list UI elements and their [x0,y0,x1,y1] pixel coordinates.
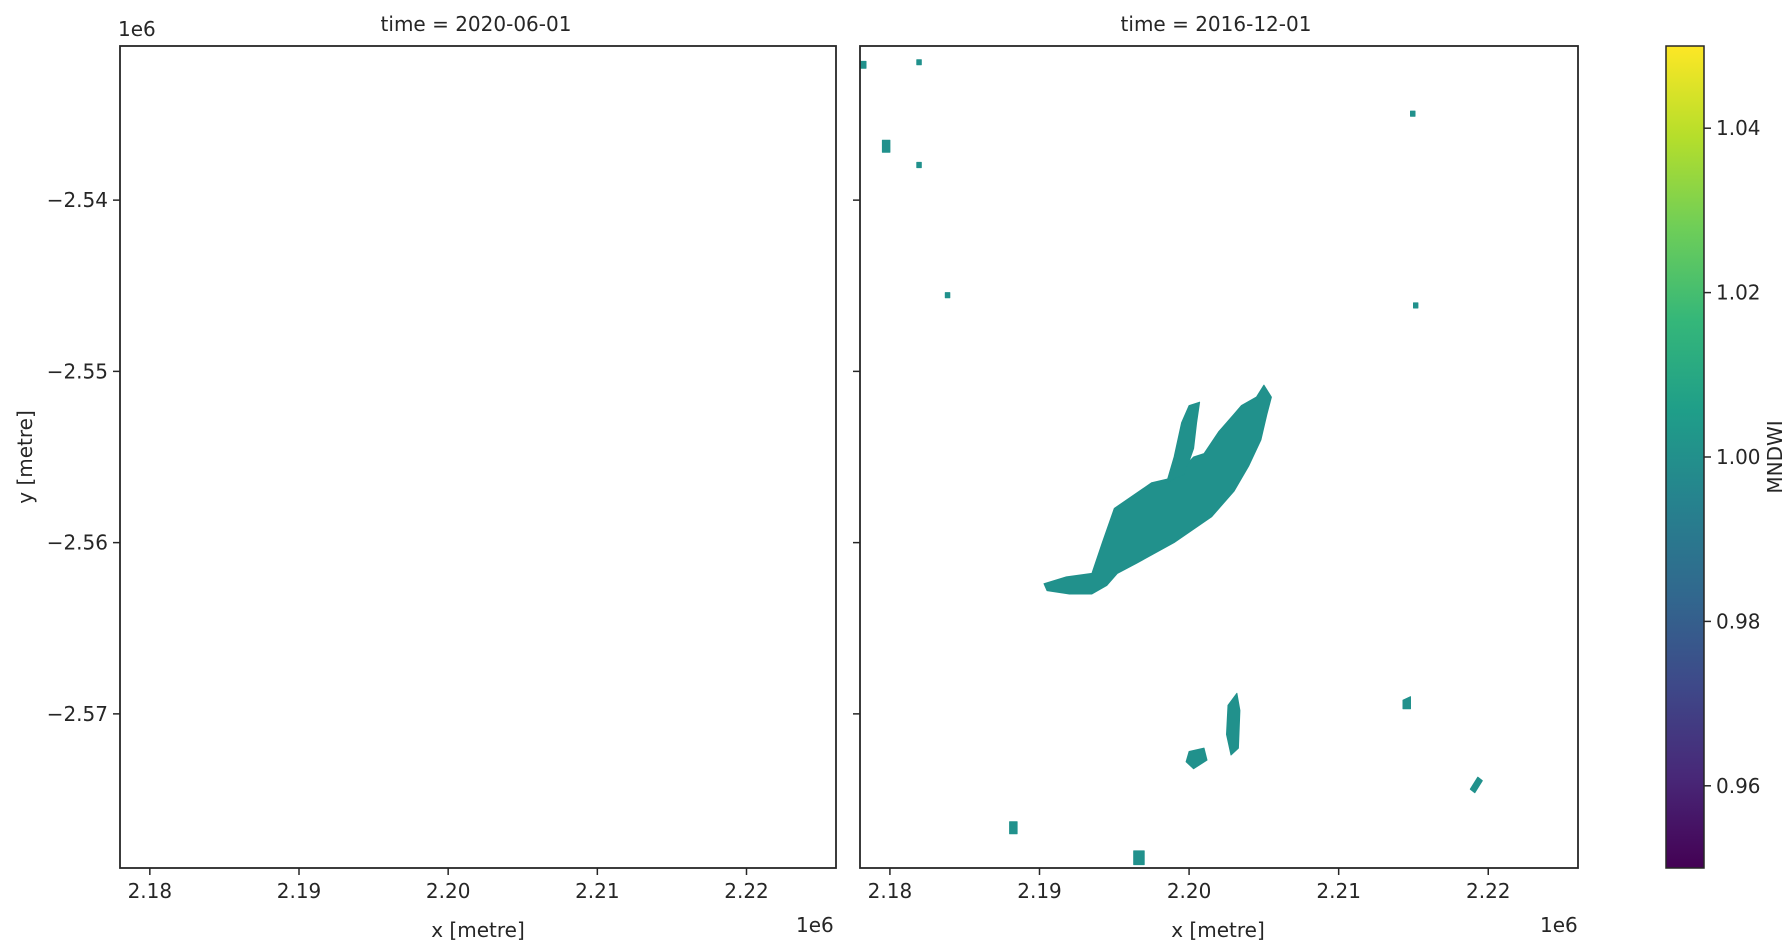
water-region-lake-spur [1166,401,1201,484]
colorbar-tick-label: 1.02 [1716,281,1761,305]
panel-1-x-offset-label: 1e6 [796,913,834,937]
panel-1-x-axis-title: x [metre] [431,918,525,942]
panel-1-x-tick-label: 2.21 [575,879,620,903]
water-region-speck-1 [881,139,891,153]
panel-1: time = 2020-06-01 2.18 2.19 2.20 2.21 2.22 −2… [13,12,837,942]
water-region-speck-9 [944,292,951,299]
water-region-speck-3 [1133,850,1145,866]
colorbar-label: MNDWI [1763,420,1787,493]
panel-2-x-tick-label: 2.20 [1167,879,1212,903]
panel-1-y-offset-label: 1e6 [118,17,156,41]
panel-2-x-axis-title: x [metre] [1171,918,1265,942]
colorbar-gradient [1665,45,1705,869]
water-region-speck-2 [1009,821,1018,835]
water-region-speck-7 [916,161,922,169]
panel-2-x-tick-label: 2.22 [1466,879,1511,903]
panel-1-title: time = 2020-06-01 [381,12,572,36]
panel-2: time = 2016-12-01 2.18 2.19 2.20 2.21 2.22 1… [853,12,1579,942]
water-region-speck-6 [916,59,922,66]
panel-2-x-tick-label: 2.18 [868,879,913,903]
panel-1-x-tick-label: 2.19 [277,879,322,903]
panel-2-plot-frame [859,45,1579,869]
water-region-small-pond-1 [1185,747,1208,770]
panel-1-y-axis-title: y [metre] [13,410,37,504]
colorbar-tick-label: 1.00 [1716,445,1761,469]
panel-2-title: time = 2016-12-01 [1121,12,1312,36]
panel-2-ticks: 2.18 2.19 2.20 2.21 2.22 [853,199,1511,903]
colorbar-tick-label: 0.98 [1716,609,1761,633]
water-region-speck-5 [860,60,867,69]
panel-2-x-tick-label: 2.21 [1316,879,1361,903]
water-region-speck-4 [1469,776,1483,794]
water-region-speck-8 [1410,110,1416,117]
panel-1-x-tick-label: 2.20 [426,879,471,903]
panel-1-plot-area [119,45,837,869]
panel-1-y-tick-label: −2.57 [47,702,108,726]
water-region-small-pond-2 [1226,692,1241,756]
panel-1-marks: 2.18 2.19 2.20 2.21 2.22 −2.54 −2.55 −2.56 −2.57 [47,188,769,903]
panel-1-y-tick-label: −2.54 [47,188,108,212]
panel-1-x-tick-label: 2.18 [128,879,173,903]
panel-2-water-mask [860,59,1483,866]
colorbar-tick-label: 0.96 [1716,774,1761,798]
colorbar-ticks: 0.96 0.98 1.00 1.02 1.04 [1704,116,1761,798]
water-region-speck-10 [1413,302,1419,309]
panel-2-x-tick-label: 2.19 [1017,879,1062,903]
panel-2-x-offset-label: 1e6 [1540,913,1578,937]
colorbar-tick-label: 1.04 [1716,116,1761,140]
panel-1-x-tick-label: 2.22 [724,879,769,903]
panel-1-y-tick-label: −2.55 [47,359,108,383]
water-region-small-pond-3 [1402,696,1411,710]
panel-1-y-tick-label: −2.56 [47,531,108,555]
water-region-main-lake [1043,384,1272,595]
colorbar: 0.96 0.98 1.00 1.02 1.04 MNDWI [1665,45,1787,869]
